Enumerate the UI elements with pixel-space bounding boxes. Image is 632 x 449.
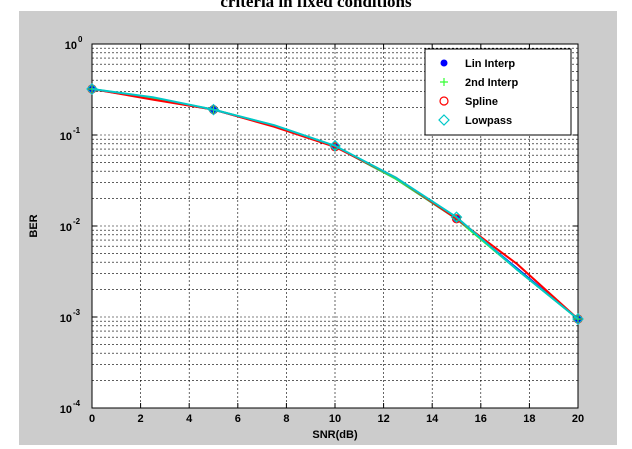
y-tick-exponent: -3 [73, 308, 81, 317]
x-tick-label: 18 [523, 413, 535, 425]
legend: Lin Interp 2nd Interp Spline Lowpass [424, 48, 572, 136]
legend-marker [439, 96, 449, 106]
legend-marker [440, 78, 448, 86]
x-tick-label: 6 [235, 413, 241, 425]
data-point [574, 315, 582, 324]
data-point [86, 83, 98, 95]
legend-label: Lin Interp [465, 58, 515, 70]
x-tick-label: 8 [283, 413, 289, 425]
x-tick-label: 10 [329, 413, 341, 425]
series-lowpass [86, 83, 584, 325]
x-tick-label: 12 [377, 413, 389, 425]
y-tick-label: 10 [60, 222, 72, 234]
legend-box [424, 48, 572, 136]
y-tick-label: 10 [65, 40, 77, 52]
y-axis-label: BER [28, 214, 40, 237]
x-tick-label: 14 [426, 413, 439, 425]
y-tick-label: 10 [60, 131, 72, 143]
series-line [91, 88, 579, 320]
data-point [329, 139, 341, 152]
legend-label: 2nd Interp [465, 77, 518, 89]
chart-title: criteria in fixed conditions [220, 0, 412, 11]
x-tick-label: 16 [475, 413, 487, 425]
legend-marker [438, 114, 450, 126]
y-tick-label: 10 [60, 404, 72, 416]
x-tick-label: 4 [186, 413, 193, 425]
tick-marks [91, 43, 579, 409]
y-tick-exponent: 0 [78, 35, 83, 44]
legend-label: Lowpass [465, 115, 512, 127]
x-tick-label: 0 [89, 413, 95, 425]
x-tick-label: 2 [138, 413, 144, 425]
data-point [207, 103, 220, 116]
legend-label: Spline [465, 96, 498, 108]
data-point [450, 211, 463, 224]
y-tick-exponent: -2 [73, 217, 81, 226]
data-point [572, 313, 584, 325]
y-tick-exponent: -4 [73, 399, 81, 408]
legend-marker [440, 59, 448, 67]
data-point [573, 314, 583, 324]
y-tick-exponent: -1 [73, 126, 81, 135]
x-tick-label: 20 [572, 413, 584, 425]
x-axis-label: SNR(dB) [312, 429, 358, 441]
y-tick-label: 10 [60, 313, 72, 325]
